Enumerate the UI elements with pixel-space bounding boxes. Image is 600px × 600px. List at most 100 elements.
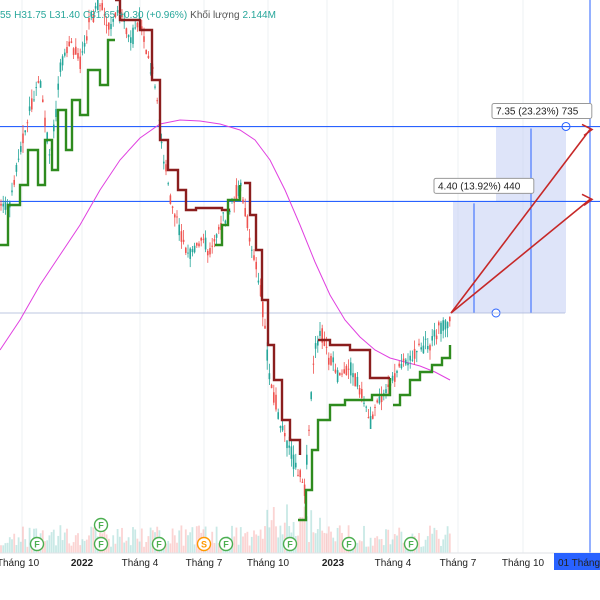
- candle-body: [108, 22, 110, 30]
- candle-body: [314, 343, 317, 349]
- candle-body: [77, 53, 79, 59]
- volume-bar: [107, 538, 110, 553]
- volume-bar: [68, 543, 71, 553]
- volume-bar: [6, 542, 9, 553]
- event-markers[interactable]: FFF F S F F F F: [29, 517, 419, 552]
- volume-bar: [422, 546, 425, 553]
- volume-bar: [268, 527, 271, 553]
- volume-bar: [195, 526, 198, 553]
- projection-arrows[interactable]: [450, 123, 594, 314]
- candle-body: [321, 328, 323, 343]
- candle-body: [387, 384, 389, 388]
- volume-bar: [435, 530, 438, 553]
- candle-body: [354, 373, 356, 387]
- time-axis[interactable]: Tháng 10 2022 Tháng 4 Tháng 7 Tháng 10 2023 Th…: [0, 552, 600, 570]
- volume-bar: [22, 526, 24, 553]
- volume-bar: [127, 537, 130, 553]
- volume-bar: [136, 538, 139, 553]
- candle-body: [328, 357, 330, 365]
- volume-bar: [88, 535, 90, 553]
- volume-bar: [26, 546, 29, 553]
- candle-body: [317, 340, 319, 346]
- candle-body: [81, 51, 84, 53]
- volume-bar: [116, 529, 119, 553]
- candle-body: [235, 184, 238, 199]
- volume-bar: [297, 535, 299, 553]
- horizontal-levels[interactable]: [0, 125, 600, 314]
- time-axis-tick: Tháng 10: [0, 558, 40, 569]
- volume-bar: [442, 539, 445, 553]
- candle-body: [286, 440, 288, 449]
- volume-bar: [255, 534, 258, 553]
- volume-bar: [24, 539, 27, 553]
- candle-body: [424, 338, 427, 340]
- volume-bar: [356, 542, 359, 553]
- candle-body: [323, 338, 326, 346]
- candle-body: [433, 330, 436, 337]
- candle-body: [325, 346, 328, 348]
- volume-bar: [301, 517, 304, 553]
- candle-body: [420, 347, 422, 350]
- candle-body: [35, 87, 37, 89]
- volume-bar: [211, 531, 214, 553]
- volume-bar: [299, 517, 302, 553]
- volume-bar: [92, 527, 95, 553]
- supertrend-segment: [393, 345, 452, 407]
- volume-bar: [424, 539, 427, 553]
- volume-bar: [48, 535, 51, 553]
- volume-bar: [85, 539, 88, 553]
- volume-bar: [336, 527, 339, 553]
- candle-body: [222, 212, 224, 214]
- candle-body: [402, 358, 405, 361]
- volume-bar: [72, 542, 75, 553]
- candle-body: [61, 56, 64, 66]
- candle-body: [171, 206, 174, 208]
- candle-body: [174, 214, 176, 218]
- candle-body: [97, 0, 99, 11]
- candle-body: [365, 406, 367, 408]
- candle-body: [449, 316, 451, 322]
- candle-body: [200, 237, 202, 241]
- volume-bar: [17, 537, 20, 553]
- legend-change: +0.30 (+0.96%): [118, 10, 188, 21]
- volume-bar: [129, 545, 132, 553]
- candle-body: [253, 255, 255, 260]
- candle-body: [189, 248, 191, 259]
- volume-bar: [371, 545, 374, 553]
- volume-bar: [327, 526, 330, 553]
- candle-body: [266, 349, 268, 361]
- candle-body: [42, 99, 44, 103]
- candle-body: [380, 396, 383, 403]
- candle-body: [191, 249, 194, 253]
- candle-body: [303, 484, 306, 496]
- volume-bar: [389, 544, 392, 553]
- volume-bar: [132, 527, 134, 553]
- legend-volume-value: 2.144M: [242, 10, 276, 21]
- volume-bar: [292, 521, 295, 553]
- time-axis-tick: Tháng 7: [440, 558, 477, 569]
- candle-body: [429, 345, 431, 351]
- volume-bar: [369, 537, 372, 553]
- candle-body: [0, 203, 2, 206]
- volume-bar: [242, 536, 244, 553]
- candle-body: [297, 474, 299, 476]
- candle-body: [244, 208, 246, 217]
- supertrend-segment: [298, 378, 392, 522]
- volume-bar: [125, 540, 128, 553]
- volume-bar: [217, 543, 220, 553]
- volume-bar: [310, 510, 313, 553]
- projection-box[interactable]: 4.40 (13.92%) 440 7.35 (23.23%) 735: [433, 102, 593, 318]
- volume-bar: [378, 539, 381, 553]
- candle-body: [367, 417, 370, 419]
- candle-body: [86, 36, 88, 41]
- legend-low: L31.40: [49, 10, 80, 21]
- candle-body: [198, 243, 200, 247]
- volume-bar: [231, 525, 233, 553]
- candle-body: [308, 429, 310, 431]
- volume-bar: [118, 536, 121, 553]
- volume-bar: [110, 546, 112, 553]
- candle-body: [416, 350, 418, 353]
- volume-bar: [184, 529, 187, 553]
- time-axis-highlight: [554, 553, 600, 570]
